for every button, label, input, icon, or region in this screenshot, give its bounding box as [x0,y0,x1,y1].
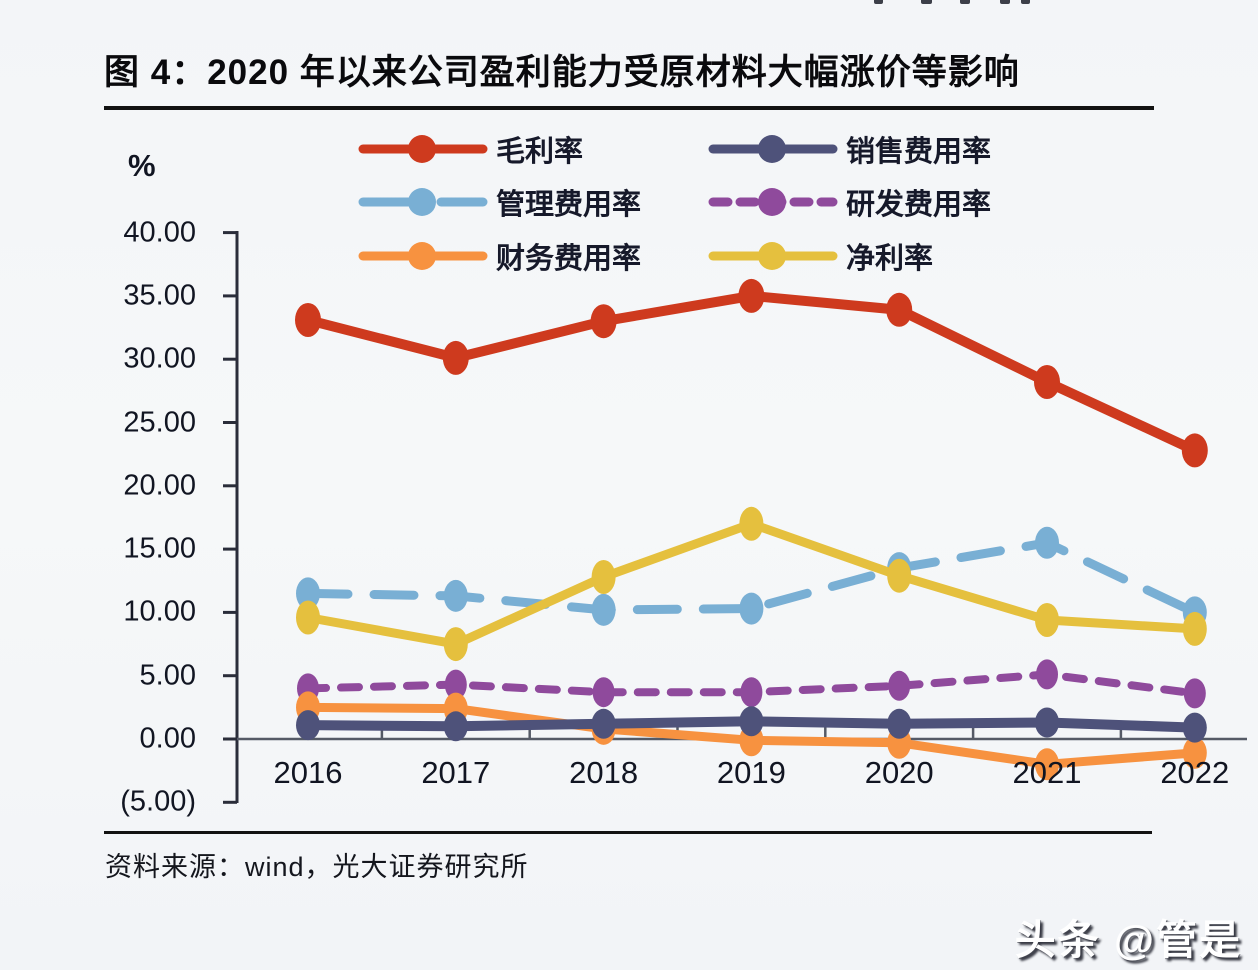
data-point-marker [888,670,911,701]
data-point-marker [738,278,765,313]
data-point-marker [1036,659,1058,690]
data-point-marker [739,506,764,541]
y-tick-label: 0.00 [139,722,196,755]
data-point-marker [1034,365,1060,399]
data-point-marker [739,706,764,737]
legend-swatch-icon [708,242,838,270]
data-point-marker [1182,712,1207,743]
y-tick-label: 25.00 [123,406,196,438]
x-tick-label: 2018 [569,755,639,790]
y-tick-label: 10.00 [123,595,196,628]
data-point-marker [1035,526,1059,559]
legend-label: 毛利率 [496,136,584,168]
legend-label: 净利率 [846,243,934,275]
data-point-marker [296,710,320,741]
data-point-marker [740,677,763,708]
legend-label: 财务费用率 [496,243,642,275]
x-tick-label: 2020 [864,755,934,790]
legend-label: 管理费用率 [496,189,642,221]
data-point-marker [296,577,320,610]
data-point-marker [1035,707,1059,738]
y-tick-label: 30.00 [123,342,196,375]
y-tick-label: 5.00 [139,659,196,692]
series-毛利率 [295,278,1208,468]
x-tick-label: 2019 [716,755,786,790]
x-tick-label: 2022 [1160,755,1230,790]
data-point-marker [1035,603,1059,637]
legend-label: 销售费用率 [846,136,992,168]
data-point-marker [739,592,764,625]
series-销售费用率 [296,706,1207,743]
legend-item-6: 净利率 [708,238,934,275]
y-axis-unit-label: % [128,148,156,183]
data-point-marker [444,669,467,700]
series-净利率 [296,506,1207,662]
legend-item-2: 销售费用率 [708,131,992,168]
data-point-marker [887,708,912,739]
watermark: 头条 @管是 [1014,917,1242,963]
x-tick-label: 2017 [421,755,491,790]
x-tick-label: 2021 [1012,755,1082,790]
legend-swatch-icon [358,242,488,270]
y-tick-label: 20.00 [123,469,196,502]
y-tick-label: 35.00 [123,279,196,312]
data-point-marker [1035,748,1059,781]
plot-area [223,231,1247,804]
data-point-marker [591,560,616,594]
data-point-marker [1182,611,1207,646]
data-point-marker [1183,678,1206,709]
legend-swatch-icon [358,135,488,163]
data-point-marker [443,711,468,742]
data-point-marker [592,677,615,708]
y-tick-label: 40.00 [123,216,196,249]
data-point-marker [886,292,913,327]
source-divider [104,831,1152,834]
data-point-marker [590,304,617,339]
legend-swatch-icon [708,135,838,163]
legend-swatch-icon [358,188,488,216]
data-point-marker [1182,736,1207,769]
y-tick-label: (5.00) [120,785,196,818]
legend-item-5: 财务费用率 [358,238,642,275]
title-underline [104,106,1154,110]
legend-item-4: 研发费用率 [708,184,992,221]
data-point-marker [887,558,912,593]
y-tick-label: 15.00 [123,532,196,565]
series-管理费用率 [296,526,1207,629]
series-研发费用率 [297,659,1206,709]
chart-title: 图 4：2020 年以来公司盈利能力受原材料大幅涨价等影响 [104,53,1020,92]
x-tick-label: 2016 [273,755,343,790]
data-point-marker [442,340,469,375]
source-note: 资料来源：wind，光大证券研究所 [105,852,529,882]
data-point-marker [591,593,616,626]
data-point-marker [591,708,616,739]
legend-item-1: 毛利率 [358,131,584,168]
legend-swatch-icon [708,188,838,216]
data-point-marker [295,303,321,337]
legend-item-3: 管理费用率 [358,184,642,221]
data-point-marker [296,600,320,635]
legend-label: 研发费用率 [846,189,992,221]
data-point-marker [443,579,468,612]
data-point-marker [443,627,468,662]
data-point-marker [1181,433,1208,468]
